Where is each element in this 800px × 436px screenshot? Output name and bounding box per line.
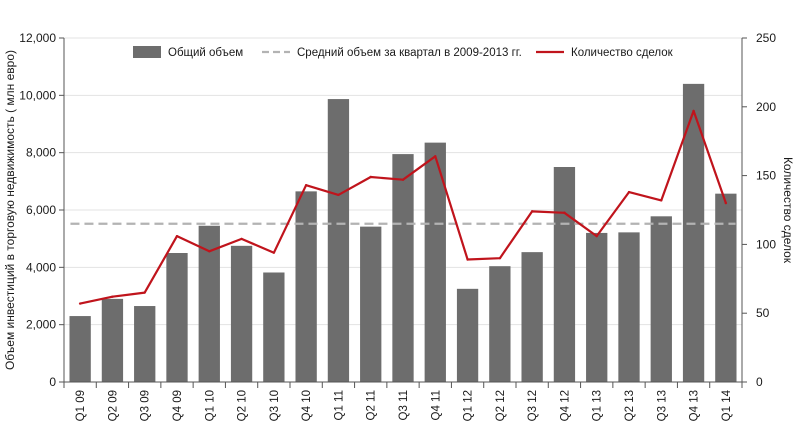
right-tick-label: 200 xyxy=(756,100,776,114)
right-tick-label: 0 xyxy=(756,375,763,389)
deals-point xyxy=(111,295,114,298)
bar xyxy=(327,99,350,382)
bar xyxy=(521,252,543,382)
y-axis-title-right: Количество сделок xyxy=(781,157,795,264)
right-tick-label: 250 xyxy=(756,31,776,45)
bar xyxy=(682,83,705,382)
deals-point xyxy=(466,258,469,261)
bar xyxy=(69,316,91,382)
deals-point xyxy=(272,251,276,254)
left-tick-label: 6,000 xyxy=(26,203,56,217)
legend: Общий объем Средний объем за квартал в 20… xyxy=(133,46,674,59)
bar xyxy=(618,232,640,382)
x-tick-label: Q4 13 xyxy=(689,390,701,421)
legend-label-bar: Общий объем xyxy=(168,47,243,59)
deals-point xyxy=(595,234,598,238)
x-tick-label: Q1 14 xyxy=(721,389,733,421)
deals-point xyxy=(627,190,631,194)
x-tick-label: Q1 13 xyxy=(592,390,604,421)
deals-point xyxy=(563,211,566,214)
deals-point xyxy=(208,250,211,253)
bar xyxy=(263,272,285,382)
bar xyxy=(134,306,156,382)
x-tick-label: Q2 10 xyxy=(237,390,249,421)
deals-point xyxy=(240,237,243,241)
x-tick-label: Q4 11 xyxy=(430,390,442,420)
x-tick-label: Q4 10 xyxy=(301,390,313,421)
left-tick-label: 10,000 xyxy=(19,88,56,102)
x-tick-label: Q4 09 xyxy=(172,390,184,421)
bar xyxy=(650,216,672,382)
right-axis-ticks: 0 50 100 150 200 250 xyxy=(756,31,776,389)
bar xyxy=(295,191,317,382)
bar xyxy=(230,245,253,382)
bar xyxy=(553,167,576,382)
x-tick-label: Q3 11 xyxy=(398,390,410,420)
x-tick-label: Q1 10 xyxy=(204,390,216,421)
left-tick-label: 2,000 xyxy=(26,318,56,332)
x-tick-label: Q3 10 xyxy=(269,390,281,421)
deals-point xyxy=(724,201,728,205)
bar xyxy=(360,226,382,382)
bar xyxy=(456,288,479,382)
deals-point xyxy=(369,175,372,179)
bar-series xyxy=(69,83,737,382)
legend-label-average: Средний объем за квартал в 2009-2013 гг. xyxy=(297,47,522,59)
deals-point xyxy=(434,155,437,158)
x-tick-label: Q3 09 xyxy=(140,390,152,421)
bar xyxy=(715,193,737,382)
legend-swatch-bar xyxy=(133,46,161,58)
deals-point xyxy=(175,234,179,238)
deals-point xyxy=(692,109,695,113)
bar xyxy=(166,253,188,382)
deals-point xyxy=(530,210,534,213)
x-tick-label: Q2 09 xyxy=(107,390,119,421)
deals-point xyxy=(304,184,308,187)
deals-point xyxy=(337,193,340,197)
right-tick-label: 150 xyxy=(756,169,776,183)
deals-point xyxy=(78,302,82,305)
left-tick-label: 12,000 xyxy=(19,31,56,45)
x-tick-label: Q3 12 xyxy=(527,390,539,421)
deals-point xyxy=(143,291,146,294)
x-tick-label: Q2 12 xyxy=(495,390,507,421)
left-tick-label: 0 xyxy=(49,375,56,389)
deals-point xyxy=(660,199,663,202)
x-tick-label: Q3 13 xyxy=(656,390,668,421)
left-axis-ticks: 0 2,000 4,000 6,000 8,000 10,000 12,000 xyxy=(19,31,56,389)
x-tick-label: Q1 12 xyxy=(463,390,475,421)
axes xyxy=(59,37,747,388)
x-tick-label: Q4 12 xyxy=(559,390,571,421)
left-tick-label: 8,000 xyxy=(26,146,56,160)
legend-label-deals: Количество сделок xyxy=(571,47,674,59)
bar xyxy=(392,154,414,382)
bar xyxy=(586,232,608,382)
bar xyxy=(489,266,511,382)
right-tick-label: 100 xyxy=(756,237,776,251)
bar xyxy=(101,298,124,382)
x-tick-label: Q1 11 xyxy=(333,390,345,420)
x-tick-label: Q2 13 xyxy=(624,390,636,421)
left-tick-label: 4,000 xyxy=(26,260,56,274)
bar xyxy=(198,225,220,382)
right-tick-label: 50 xyxy=(756,306,770,320)
x-tick-label: Q1 09 xyxy=(75,390,87,421)
deals-point xyxy=(498,256,502,260)
x-tick-label: Q2 11 xyxy=(366,390,378,420)
x-axis-ticks: Q1 09 Q2 09 Q3 09 Q4 09 Q1 10 Q2 10 Q3 10 Q4 10… xyxy=(75,389,733,421)
y-axis-title-left: Объем инвестиций в торговую недвижимость… xyxy=(3,50,17,370)
deals-point xyxy=(401,178,405,181)
bar xyxy=(424,142,446,382)
deals-line xyxy=(78,109,728,305)
